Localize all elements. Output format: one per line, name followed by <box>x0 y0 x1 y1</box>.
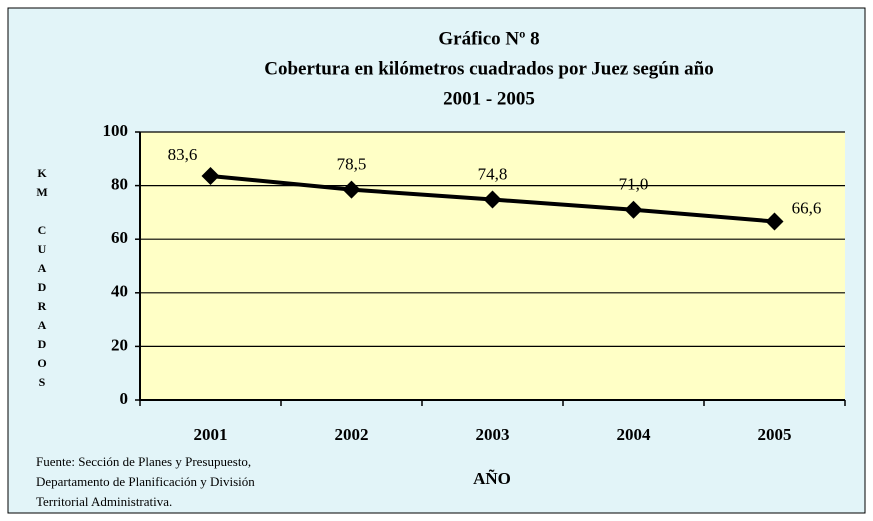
y-tick-label: 100 <box>103 121 129 140</box>
data-label: 74,8 <box>478 164 508 183</box>
data-point <box>342 180 361 199</box>
data-point <box>624 200 643 219</box>
y-axis-label: KM CUADRADOS <box>35 166 49 394</box>
y-tick-label: 60 <box>111 228 128 247</box>
chart-title: Gráfico Nº 8 <box>438 28 539 49</box>
chart-title: 2001 - 2005 <box>443 88 535 109</box>
chart-title: Cobertura en kilómetros cuadrados por Ju… <box>264 58 714 79</box>
y-tick-label: 20 <box>111 335 128 354</box>
x-tick-label: 2001 <box>194 425 228 444</box>
data-point <box>201 166 220 185</box>
data-label: 83,6 <box>168 145 198 164</box>
x-tick-label: 2005 <box>758 425 792 444</box>
data-label: 66,6 <box>792 198 822 217</box>
data-point <box>765 212 784 231</box>
y-tick-label: 80 <box>111 175 128 194</box>
y-tick-label: 0 <box>120 389 129 408</box>
x-tick-label: 2003 <box>476 425 510 444</box>
x-tick-label: 2004 <box>617 425 652 444</box>
data-label: 71,0 <box>619 175 649 194</box>
data-label: 78,5 <box>337 155 367 174</box>
y-tick-label: 40 <box>111 282 128 301</box>
data-point <box>483 190 502 209</box>
source-note: Fuente: Sección de Planes y Presupuesto, <box>36 454 251 469</box>
source-note: Departamento de Planificación y División <box>36 474 255 489</box>
source-note: Territorial Administrativa. <box>36 494 172 509</box>
x-tick-label: 2002 <box>335 425 369 444</box>
plot-area <box>140 132 845 400</box>
x-axis-label: AÑO <box>473 469 511 488</box>
